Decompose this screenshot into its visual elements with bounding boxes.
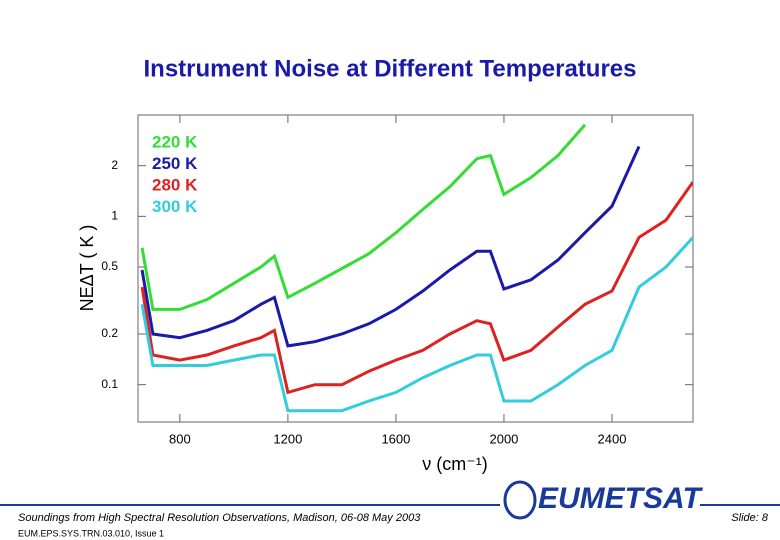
legend-entry: 300 K [152,197,198,216]
slide-number: Slide: 8 [731,512,769,524]
series-line [140,236,693,413]
y-tick-label: 1 [111,209,118,223]
series-line [140,123,587,311]
y-tick-label: 0.1 [101,377,118,391]
x-tick-label: 800 [169,431,191,446]
plot-frame [137,114,694,423]
legend-entry: 250 K [152,154,198,173]
legend-entry: 280 K [152,175,198,194]
x-tick-label: 2400 [598,431,627,446]
legend-entry: 220 K [152,132,198,151]
footer-text: Soundings from High Spectral Resolution … [18,512,421,524]
y-tick-label: 0.5 [101,259,118,273]
series-line [140,181,693,395]
logo: EUMETSAT [538,482,703,515]
y-tick-label: 2 [111,158,118,172]
series-line [140,145,641,348]
x-tick-label: 1600 [381,431,410,446]
x-tick-label: 1200 [273,431,302,446]
chart-title: Instrument Noise at Different Temperatur… [144,55,637,82]
footer-id: EUM.EPS.SYS.TRN.03.010, Issue 1 [18,528,164,538]
logo-globe [503,480,537,520]
x-axis-label: ν (cm⁻¹) [422,454,487,474]
y-tick-label: 0.2 [101,326,118,340]
x-tick-label: 2000 [489,431,518,446]
y-axis-label: NEΔT ( K ) [77,225,97,312]
